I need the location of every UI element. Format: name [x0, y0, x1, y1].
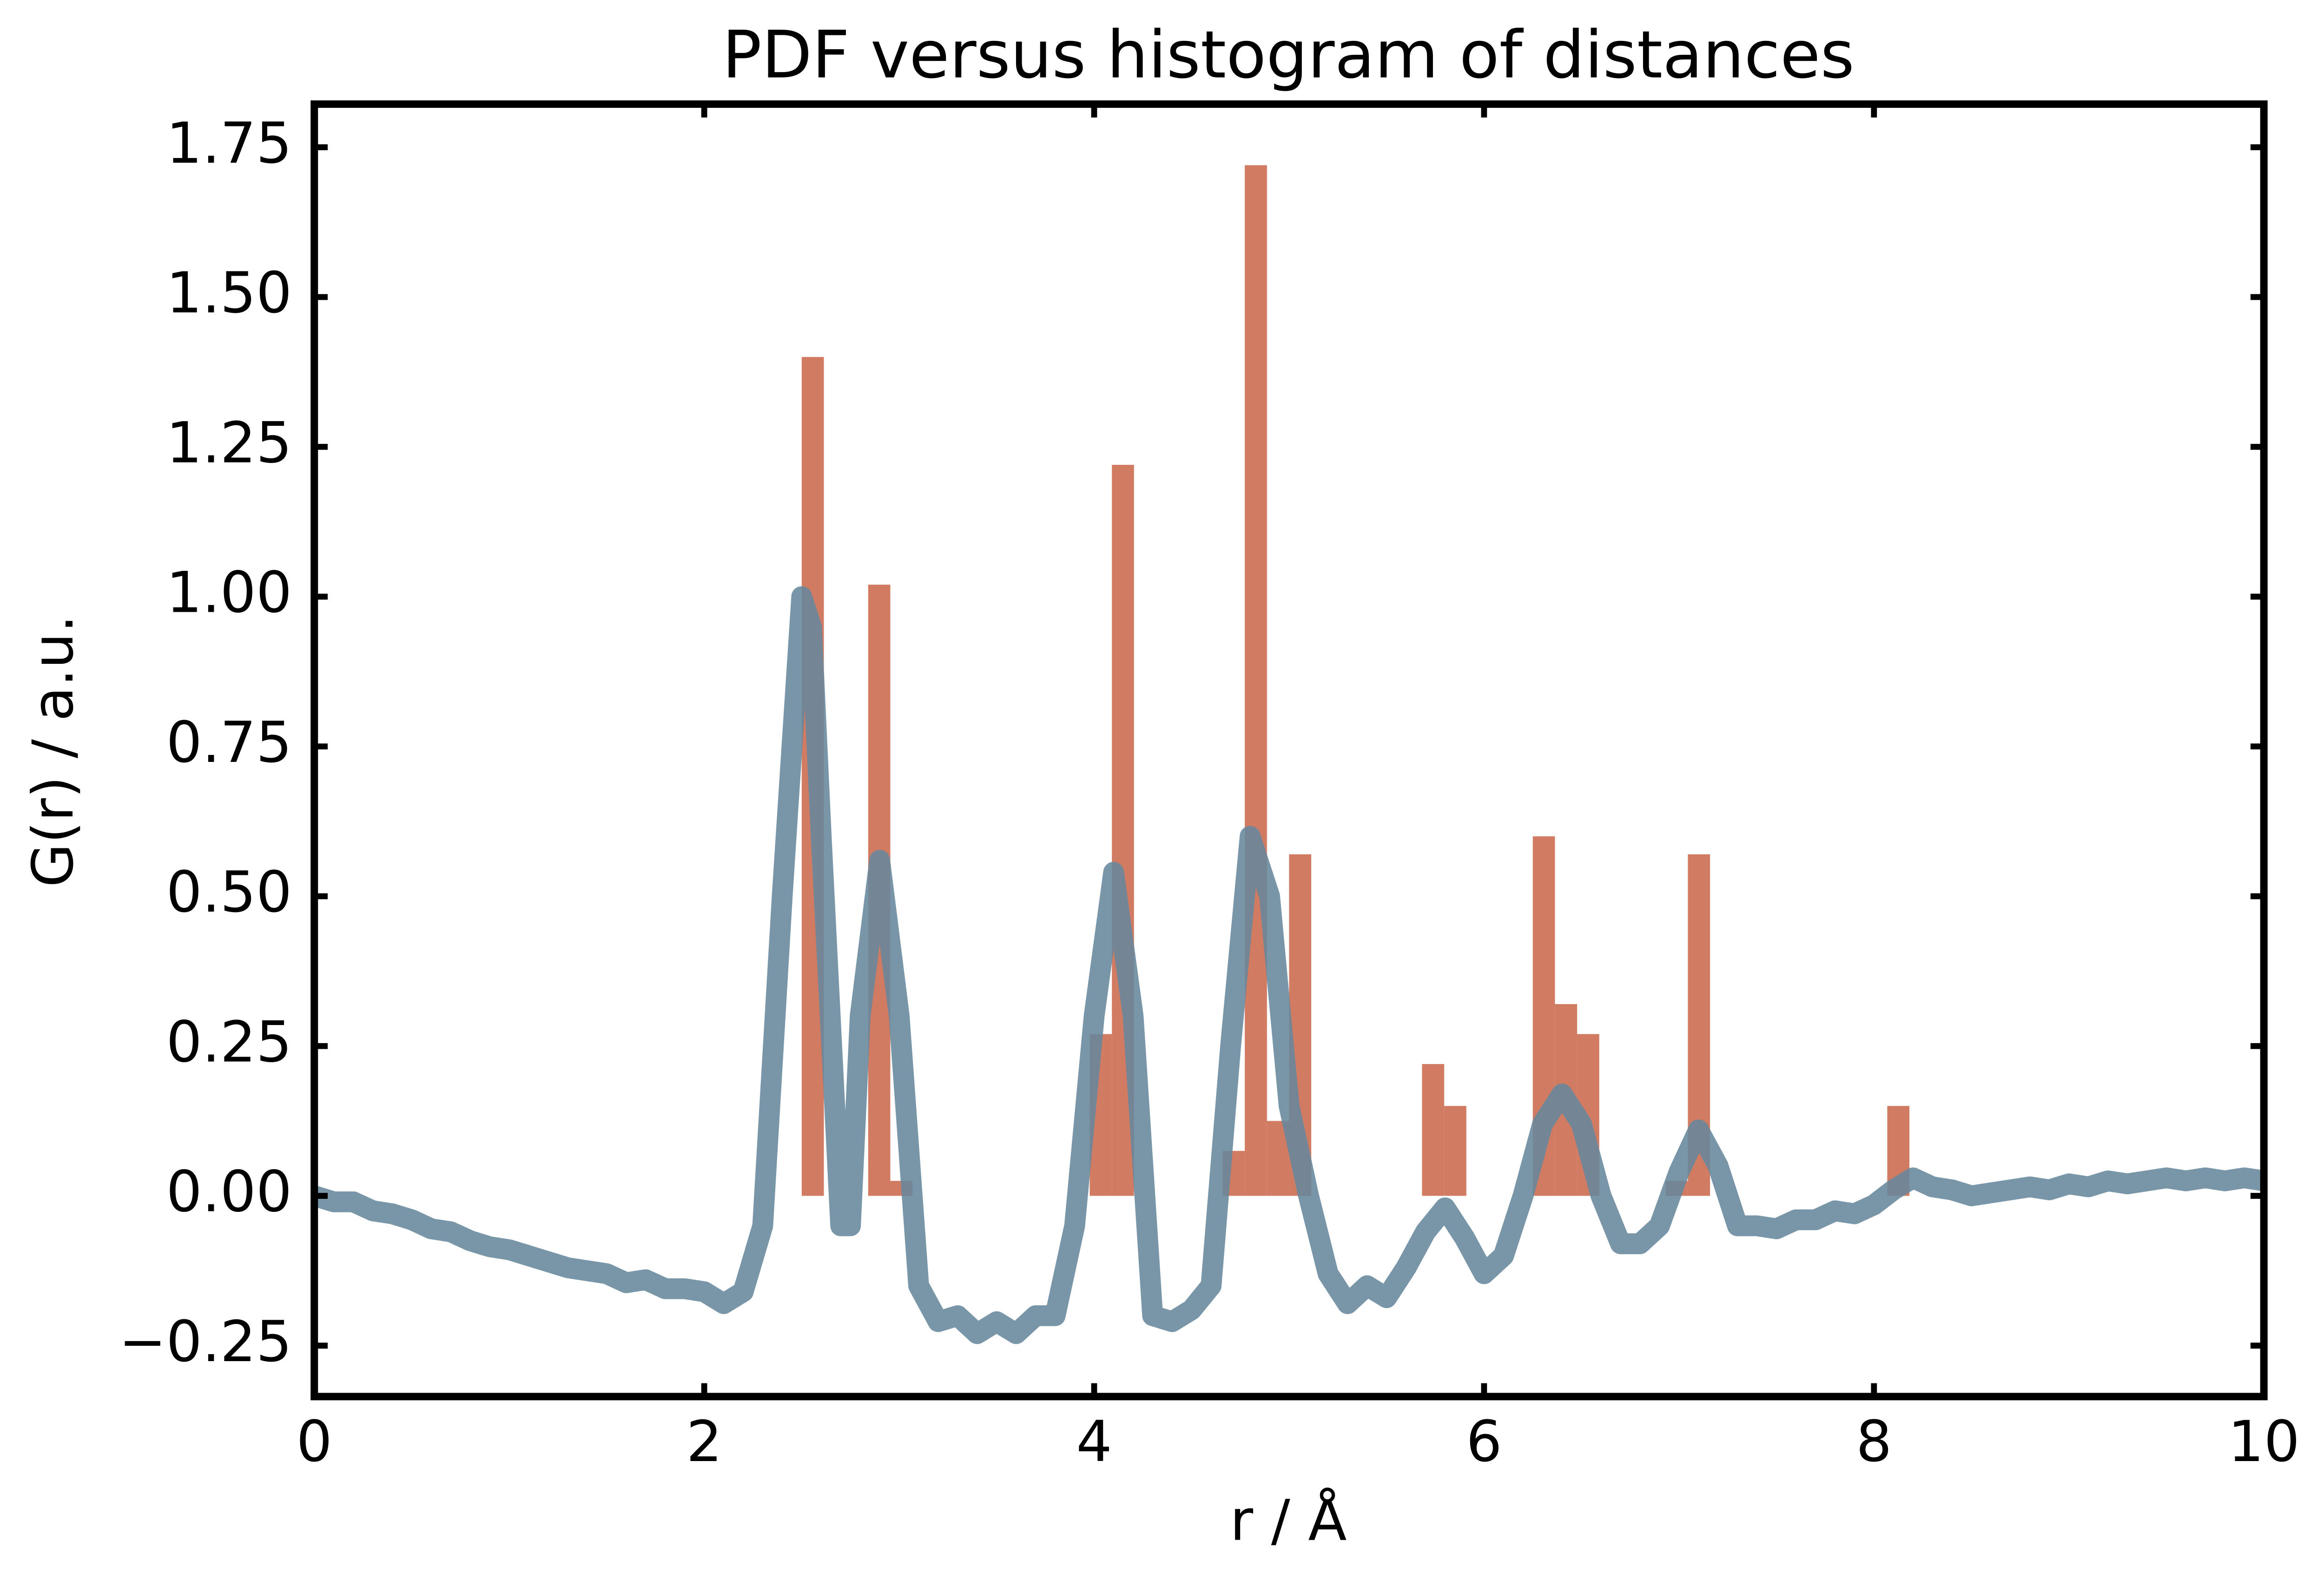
x-tick-label: 4 — [1076, 1409, 1112, 1475]
histogram-bar — [1245, 165, 1267, 1196]
y-tick-label: 0.50 — [166, 859, 292, 925]
y-tick-label: −0.25 — [119, 1309, 292, 1375]
x-tick-label: 6 — [1466, 1409, 1502, 1475]
y-tick-label: 1.75 — [166, 110, 292, 176]
y-tick-label: 0.25 — [166, 1009, 292, 1075]
x-tick-label: 10 — [2228, 1409, 2300, 1475]
pdf-line — [314, 586, 2264, 1344]
y-tick-label: 1.00 — [166, 560, 292, 626]
chart-title: PDF versus histogram of distances — [722, 17, 1855, 93]
plot-frame — [310, 100, 2268, 1401]
y-axis-label: G(r) / a.u. — [20, 615, 86, 887]
x-axis-label: r / Å — [1230, 1488, 1347, 1554]
x-tick-label: 0 — [297, 1409, 332, 1475]
x-tick-label: 2 — [686, 1409, 722, 1475]
histogram-bar — [1422, 1064, 1445, 1196]
x-tick-label: 8 — [1856, 1409, 1892, 1475]
y-tick-label: 1.25 — [166, 410, 292, 476]
histogram-bar — [1444, 1106, 1466, 1196]
y-tick-label: 0.00 — [166, 1159, 292, 1225]
y-tick-label: 1.50 — [166, 260, 292, 326]
y-tick-label: 0.75 — [166, 709, 292, 775]
